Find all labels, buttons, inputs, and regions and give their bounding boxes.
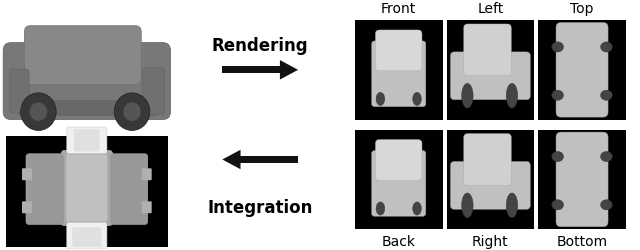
Ellipse shape bbox=[29, 103, 47, 122]
Ellipse shape bbox=[552, 91, 564, 101]
Ellipse shape bbox=[552, 200, 564, 210]
FancyBboxPatch shape bbox=[22, 168, 32, 180]
Ellipse shape bbox=[600, 152, 612, 162]
FancyBboxPatch shape bbox=[3, 44, 170, 120]
FancyBboxPatch shape bbox=[143, 68, 164, 115]
Bar bbox=[355, 130, 442, 229]
FancyBboxPatch shape bbox=[67, 223, 107, 249]
Text: Front: Front bbox=[381, 2, 417, 16]
FancyBboxPatch shape bbox=[67, 128, 107, 154]
Ellipse shape bbox=[376, 93, 385, 106]
FancyBboxPatch shape bbox=[24, 26, 141, 85]
Bar bbox=[355, 21, 442, 120]
FancyBboxPatch shape bbox=[372, 151, 426, 216]
Text: Top: Top bbox=[570, 2, 594, 16]
Ellipse shape bbox=[376, 202, 385, 215]
Ellipse shape bbox=[115, 94, 150, 131]
FancyBboxPatch shape bbox=[67, 155, 108, 222]
Bar bbox=[447, 21, 534, 120]
FancyBboxPatch shape bbox=[464, 25, 511, 76]
FancyBboxPatch shape bbox=[109, 154, 148, 224]
Ellipse shape bbox=[506, 84, 518, 109]
FancyBboxPatch shape bbox=[376, 31, 422, 72]
Text: Left: Left bbox=[477, 2, 504, 16]
Ellipse shape bbox=[552, 152, 564, 162]
Ellipse shape bbox=[600, 91, 612, 101]
Ellipse shape bbox=[20, 94, 56, 131]
Ellipse shape bbox=[123, 103, 141, 122]
Ellipse shape bbox=[506, 193, 518, 218]
Bar bbox=[447, 130, 534, 229]
Text: Rendering: Rendering bbox=[212, 37, 308, 55]
Text: Bottom: Bottom bbox=[557, 234, 607, 248]
Ellipse shape bbox=[461, 84, 473, 109]
FancyBboxPatch shape bbox=[556, 24, 608, 118]
FancyBboxPatch shape bbox=[451, 53, 531, 100]
Bar bbox=[538, 21, 626, 120]
Ellipse shape bbox=[552, 43, 564, 53]
FancyBboxPatch shape bbox=[61, 151, 113, 226]
Text: Back: Back bbox=[381, 234, 416, 248]
Ellipse shape bbox=[413, 202, 421, 215]
Ellipse shape bbox=[413, 93, 421, 106]
FancyBboxPatch shape bbox=[141, 202, 152, 213]
Bar bbox=[18, 100, 156, 116]
Ellipse shape bbox=[461, 193, 473, 218]
Bar bbox=[222, 67, 282, 74]
Bar bbox=[239, 156, 298, 163]
FancyBboxPatch shape bbox=[22, 202, 32, 213]
Bar bbox=[6, 136, 168, 247]
FancyBboxPatch shape bbox=[74, 130, 100, 152]
FancyBboxPatch shape bbox=[372, 42, 426, 107]
FancyBboxPatch shape bbox=[464, 134, 511, 186]
FancyBboxPatch shape bbox=[556, 132, 608, 227]
FancyBboxPatch shape bbox=[9, 70, 29, 113]
Ellipse shape bbox=[600, 43, 612, 53]
FancyBboxPatch shape bbox=[72, 228, 102, 247]
FancyBboxPatch shape bbox=[376, 140, 422, 181]
FancyBboxPatch shape bbox=[141, 168, 152, 180]
Text: Right: Right bbox=[472, 234, 509, 248]
Polygon shape bbox=[222, 150, 241, 170]
Ellipse shape bbox=[600, 200, 612, 210]
Bar bbox=[538, 130, 626, 229]
FancyBboxPatch shape bbox=[451, 162, 531, 210]
FancyBboxPatch shape bbox=[26, 154, 64, 224]
Text: Integration: Integration bbox=[207, 198, 313, 216]
Polygon shape bbox=[280, 61, 298, 80]
